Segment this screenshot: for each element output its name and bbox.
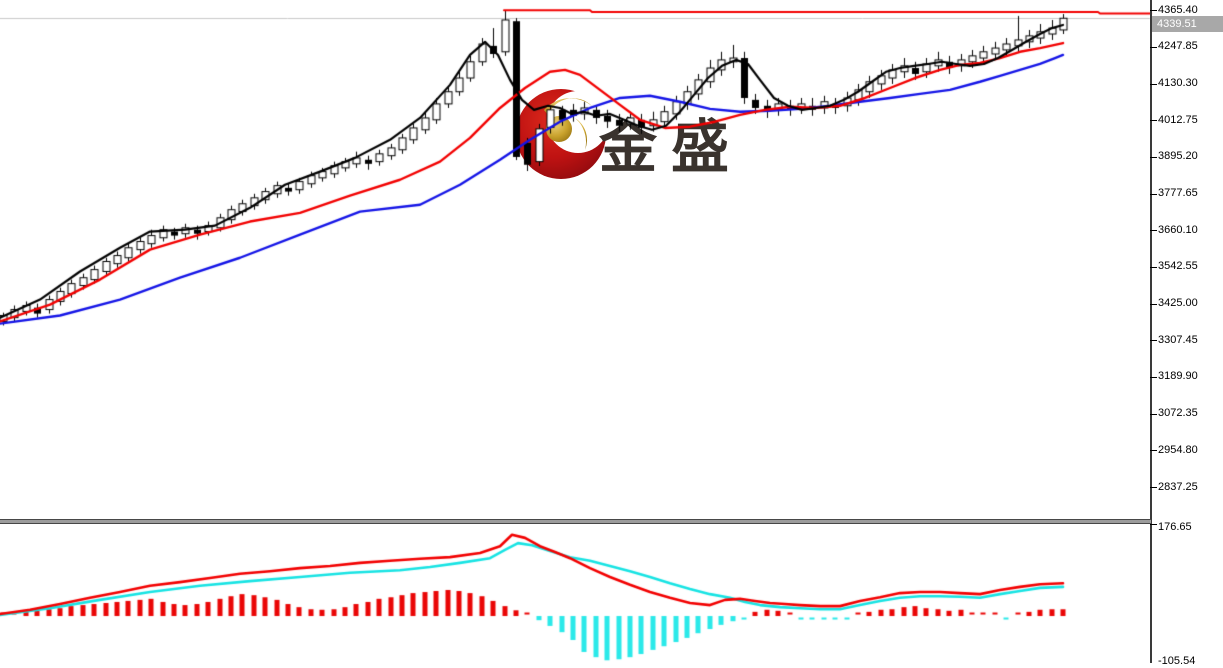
price-tick-label: 3072.35 [1158, 407, 1198, 420]
price-tick-label: 2837.25 [1158, 480, 1198, 493]
price-tick-mark [1150, 84, 1157, 85]
price-tick-label: 4130.30 [1158, 77, 1198, 90]
price-tick-label: 3425.00 [1158, 297, 1198, 310]
price-tick-mark [1150, 487, 1157, 488]
price-tick-label: 3189.90 [1158, 370, 1198, 383]
price-tick-label: 3777.65 [1158, 187, 1198, 200]
price-tick-label: 3895.20 [1158, 150, 1198, 163]
price-tick-label: 4365.40 [1158, 3, 1198, 16]
price-tick-label: 3542.55 [1158, 260, 1198, 273]
price-tick-mark [1150, 10, 1157, 11]
panel-splitter[interactable] [0, 519, 1151, 524]
price-tick-mark [1150, 267, 1157, 268]
price-tick-label: 2954.80 [1158, 443, 1198, 456]
price-tick-mark [1150, 120, 1157, 121]
price-tick-mark [1150, 340, 1157, 341]
price-tick-mark [1150, 304, 1157, 305]
price-tick-label: 4247.85 [1158, 40, 1198, 53]
price-tick-label: 4012.75 [1158, 113, 1198, 126]
price-tick-mark [1150, 157, 1157, 158]
price-tick-label: 3660.10 [1158, 223, 1198, 236]
price-tick-mark [1150, 377, 1157, 378]
y-axis-line [1150, 0, 1152, 663]
current-price-badge: 4339.51 [1152, 16, 1223, 32]
macd-min-label: -105.54 [1158, 655, 1196, 667]
macd-tick-mark [1150, 524, 1157, 525]
price-tick-mark [1150, 230, 1157, 231]
price-tick-mark [1150, 414, 1157, 415]
macd-max-label: 176.65 [1158, 521, 1192, 533]
price-tick-mark [1150, 194, 1157, 195]
price-tick-mark [1150, 450, 1157, 451]
price-tick-mark [1150, 47, 1157, 48]
price-tick-label: 3307.45 [1158, 333, 1198, 346]
